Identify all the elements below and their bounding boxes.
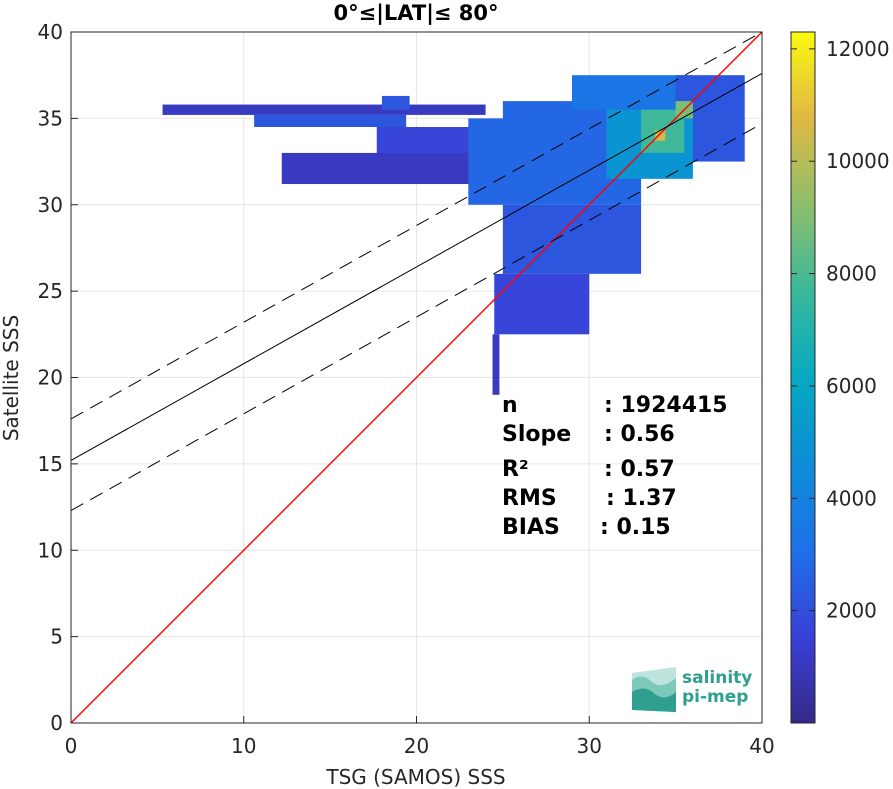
colorbar-tick-label: 6000	[826, 374, 877, 398]
colorbar-tick-label: 10000	[826, 149, 890, 173]
stat-label: Slope	[502, 422, 571, 447]
stat-value: : 0.15	[600, 515, 671, 540]
x-tick-label: 40	[749, 734, 774, 758]
salinity-pi-mep-logo: salinity pi-mep	[632, 667, 752, 712]
x-axis-ticks: 0 10 20 30 40	[65, 716, 775, 758]
colorbar-tick-label: 4000	[826, 486, 877, 510]
regression-lines	[71, 32, 762, 723]
x-tick-label: 30	[577, 734, 602, 758]
logo-line1: salinity	[682, 668, 752, 688]
x-axis-title: TSG (SAMOS) SSS	[325, 765, 505, 789]
x-tick-label: 10	[231, 734, 256, 758]
colorbar-tick-label: 2000	[826, 599, 877, 623]
density-cell	[502, 204, 642, 274]
colorbar	[790, 31, 816, 724]
y-tick-label: 30	[38, 193, 63, 217]
y-tick-label: 10	[38, 538, 63, 562]
y-tick-label: 15	[38, 452, 63, 476]
y-tick-label: 35	[38, 106, 63, 130]
x-tick-label: 20	[404, 734, 429, 758]
stat-label: RMS	[502, 486, 557, 511]
y-tick-label: 25	[38, 279, 63, 303]
density-cell	[376, 127, 477, 155]
stat-label: BIAS	[502, 515, 560, 540]
logo-line2: pi-mep	[682, 687, 748, 707]
y-axis-title: Satellite SSS	[0, 315, 23, 441]
logo-mark-icon	[632, 667, 676, 712]
density-cell	[162, 104, 486, 115]
stat-value: : 1924415	[604, 393, 728, 418]
y-tick-label: 40	[38, 20, 63, 44]
density-cell	[654, 130, 666, 141]
density-cell	[494, 273, 590, 335]
y-tick-label: 5	[50, 625, 63, 649]
statistics-box: n : 1924415 Slope : 0.56 R² : 0.57 RMS : 1.37 BI…	[502, 393, 728, 540]
density-cell	[281, 152, 503, 185]
stat-value: : 1.37	[606, 486, 677, 511]
line-fit	[71, 73, 762, 461]
colorbar-tick-label: 12000	[826, 37, 890, 61]
y-axis-ticks: 0 5 10 15 20 25 30 35 40	[38, 20, 78, 735]
stat-value: : 0.57	[604, 457, 675, 482]
chart-title: 0°≤|LAT|≤ 80°	[333, 1, 498, 26]
x-tick-label: 0	[65, 734, 78, 758]
density-cell	[492, 334, 500, 395]
stat-value: : 0.56	[604, 422, 675, 447]
density-cell	[571, 75, 693, 110]
line-1-1	[71, 32, 762, 723]
density-cell	[254, 114, 407, 128]
y-tick-label: 0	[50, 711, 63, 735]
y-tick-label: 20	[38, 366, 63, 390]
stat-label: R²	[502, 457, 529, 482]
density-cell	[381, 95, 410, 110]
colorbar-tick-label: 8000	[826, 262, 877, 286]
colorbar-ticks: 2000 4000 6000 8000 10000 12000	[791, 37, 890, 623]
stat-label: n	[502, 393, 518, 418]
